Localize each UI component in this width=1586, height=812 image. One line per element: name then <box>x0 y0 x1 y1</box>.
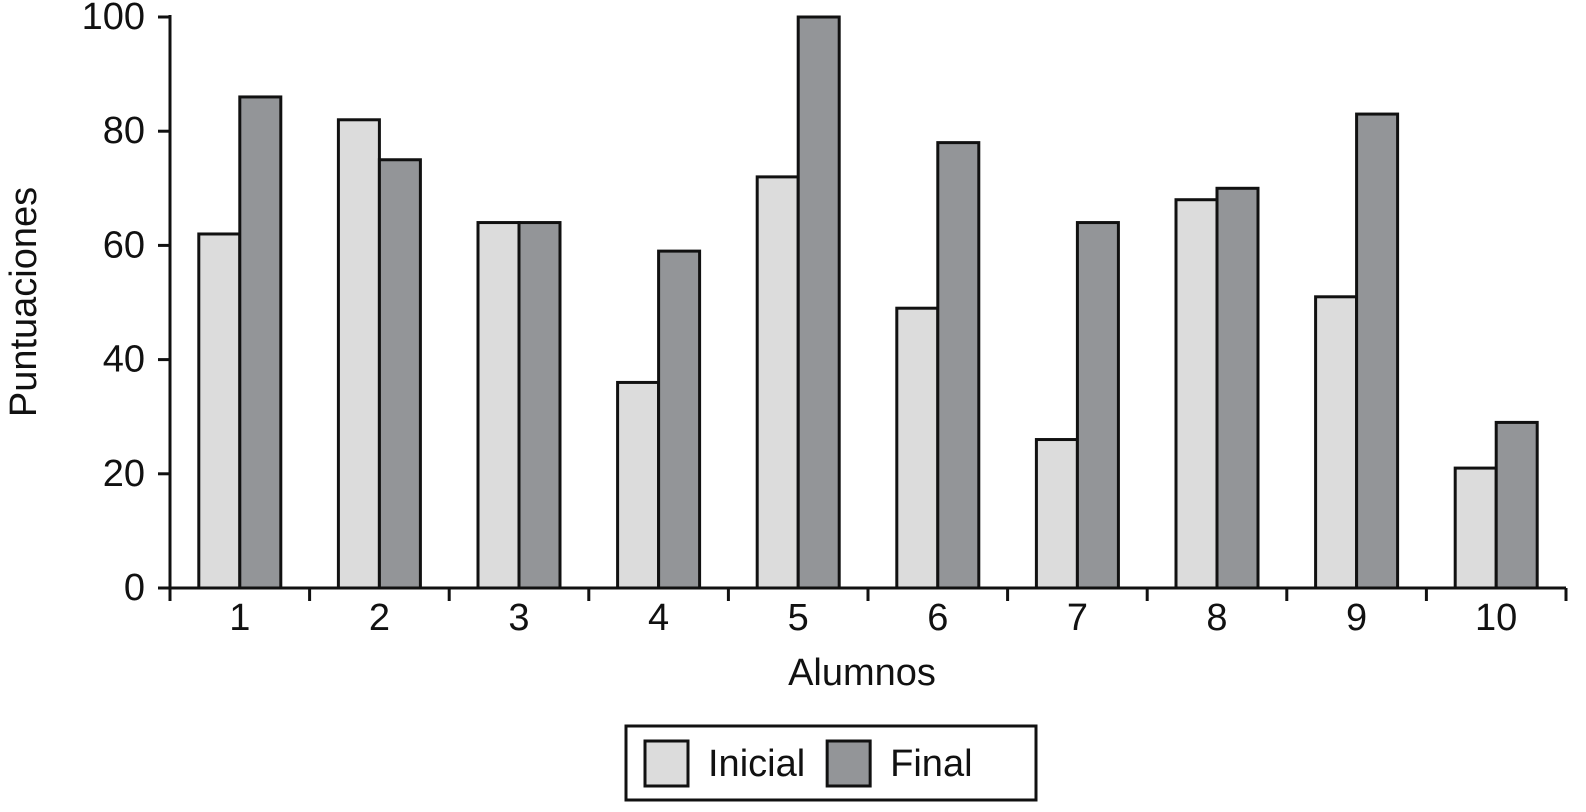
x-tick-label: 6 <box>927 597 948 639</box>
bar <box>895 306 940 590</box>
bar <box>1215 186 1260 590</box>
bar <box>1453 466 1498 590</box>
y-tick-label: 20 <box>103 453 145 495</box>
bar <box>1314 295 1359 590</box>
bar <box>1075 221 1120 590</box>
bar <box>1355 112 1400 590</box>
x-tick-label: 1 <box>229 597 250 639</box>
y-axis-label: Puntuaciones <box>3 187 45 417</box>
legend-box <box>624 724 1038 802</box>
y-tick-label: 80 <box>103 110 145 152</box>
legend-swatch <box>825 739 872 788</box>
bar <box>755 175 800 590</box>
legend-swatch <box>643 739 690 788</box>
x-tick-label: 2 <box>369 597 390 639</box>
bar <box>377 158 422 590</box>
x-axis-label: Alumnos <box>788 652 936 694</box>
bar <box>517 221 562 590</box>
x-tick-label: 8 <box>1206 597 1227 639</box>
legend-label: Final <box>890 743 972 785</box>
y-tick-label: 60 <box>103 224 145 266</box>
y-tick-label: 0 <box>124 567 145 609</box>
x-tick-label: 4 <box>648 597 669 639</box>
bar <box>936 141 981 590</box>
bar <box>1494 420 1539 590</box>
bar <box>1034 438 1079 590</box>
x-tick-label: 9 <box>1346 597 1367 639</box>
bar <box>657 249 702 590</box>
bar <box>1174 198 1219 590</box>
y-tick-label: 100 <box>82 0 145 38</box>
x-tick-label: 5 <box>788 597 809 639</box>
bar <box>476 221 521 590</box>
x-tick-label: 3 <box>508 597 529 639</box>
bar <box>238 95 283 590</box>
bar <box>197 232 242 590</box>
x-tick-label: 10 <box>1475 597 1517 639</box>
x-tick-label: 7 <box>1067 597 1088 639</box>
legend-label: Inicial <box>708 743 805 785</box>
bar <box>336 118 381 590</box>
bar <box>616 380 661 590</box>
y-tick-label: 40 <box>103 339 145 381</box>
bar <box>796 15 841 590</box>
